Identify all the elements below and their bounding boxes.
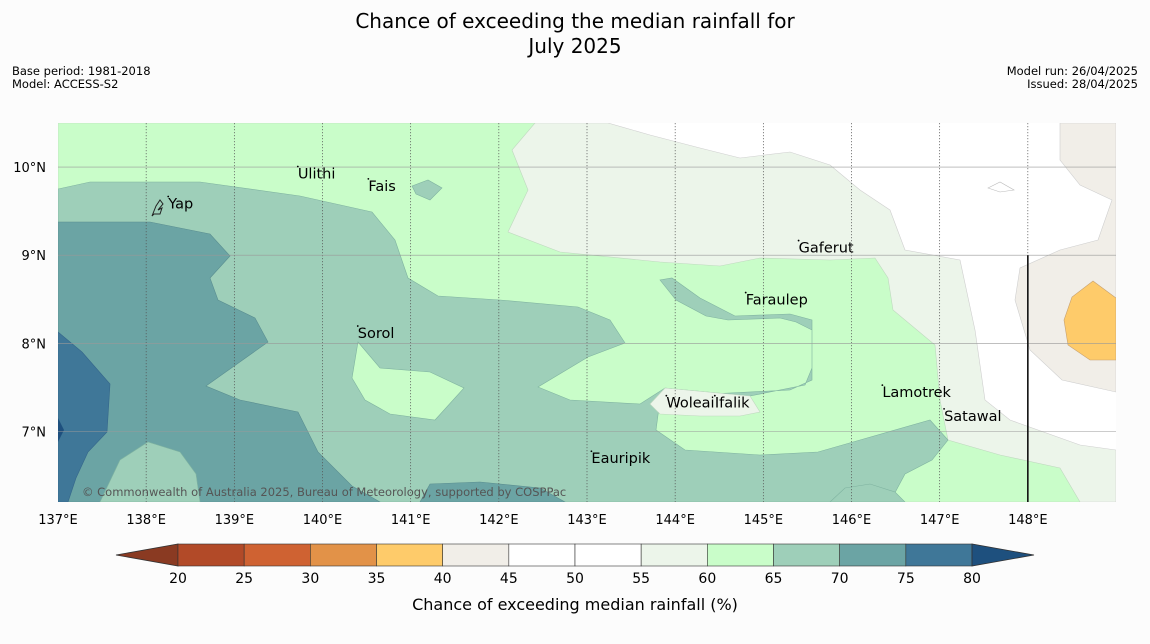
fill-70-75-south [419,481,566,502]
colorbar-extend-low [115,543,179,567]
place-marker [167,195,170,198]
place-marker [943,408,945,410]
colorbar-tick-label: 80 [963,571,981,587]
gridlines [58,123,1116,502]
colorbar-tick-label: 45 [500,571,518,587]
fill-65-70-south [99,441,201,502]
colorbar-tick-label: 25 [235,571,253,587]
place-marker [713,394,716,397]
fill-65-70-east [829,483,906,502]
metadata-right: Model run: 26/04/2025 Issued: 28/04/2025 [1007,65,1138,91]
copyright-text: © Commonwealth of Australia 2025, Bureau… [82,485,566,499]
place-label: Yap [167,196,193,212]
place-label: Satawal [944,409,1001,425]
colorbar-tick-label: 75 [897,571,915,587]
colorbar-swatch [177,543,245,567]
fill-35-40 [1063,280,1116,361]
place-marker [665,394,668,397]
place-label: Ifalik [715,396,750,412]
colorbar-swatch [773,543,840,567]
lon-tick-label: 148°E [1008,513,1048,528]
colorbar-swatch [442,543,510,567]
lat-tick-label: 8°N [22,337,47,352]
colorbar-swatch [508,543,576,567]
colorbar-tick-label: 40 [434,571,452,587]
place-marker [356,325,359,327]
colorbar-tick-label: 50 [566,571,584,587]
base-period: Base period: 1981-2018 [12,64,151,78]
place-marker [590,450,593,453]
colorbar-swatch [574,543,642,567]
place-marker [367,177,370,180]
colorbar-tick-label: 20 [169,571,187,587]
colorbar-title: Chance of exceeding median rainfall (%) [412,595,738,614]
fill-60-65-sorol [351,341,465,421]
colorbar-tick-label: 55 [632,571,650,587]
place-marker [797,239,800,242]
colorbar-swatch [839,543,907,567]
colorbar-tick-label: 35 [368,571,386,587]
fill-70-75 [58,221,381,502]
fill-white-patch [987,181,1015,193]
colorbar-swatch [640,543,708,567]
issued-date: Issued: 28/04/2025 [1027,77,1138,91]
lon-tick-label: 144°E [655,513,695,528]
place-label: Ulithi [298,167,336,183]
place-label: Woleai [666,396,714,412]
lon-tick-label: 138°E [126,513,166,528]
colorbar-tick-label: 70 [831,571,849,587]
longitude-labels: 137°E 138°E 139°E 140°E 141°E 142°E 143°E 144°E… [38,513,1047,528]
model-run-date: Model run: 26/04/2025 [1006,64,1138,78]
colorbar-tick-label: 60 [698,571,716,587]
place-labels: Yap Ulithi Fais Gaferut Faraulep Sorol Woleai I… [167,165,1002,467]
place-label: Fais [368,179,395,195]
metadata-left: Base period: 1981-2018 Model: ACCESS-S2 [12,65,151,91]
lon-tick-label: 147°E [920,513,960,528]
lon-tick-label: 141°E [391,513,431,528]
lon-tick-label: 145°E [744,513,784,528]
lon-tick-label: 137°E [38,513,78,528]
map-title-line2: July 2025 [528,34,622,58]
colorbar-swatch [707,543,774,567]
lon-tick-label: 143°E [567,513,607,528]
lon-tick-label: 139°E [215,513,255,528]
model-name: Model: ACCESS-S2 [12,77,119,91]
yap-island-outline [151,199,164,217]
colorbar-extend-high [971,543,1035,567]
place-label: Sorol [358,326,395,342]
place-label: Gaferut [799,241,854,257]
lon-tick-label: 146°E [832,513,872,528]
colorbar-swatch [905,543,973,567]
colorbar-swatch [376,543,443,567]
colorbar-swatch [243,543,311,567]
colorbar-tick-label: 65 [765,571,783,587]
place-label: Eauripik [591,451,650,467]
lat-tick-label: 10°N [13,161,46,176]
map-frame [58,123,1116,502]
colorbar [115,543,1035,567]
lon-tick-label: 140°E [303,513,343,528]
place-label: Lamotrek [882,385,951,401]
place-marker [296,165,299,168]
place-marker [744,291,747,294]
place-label: Faraulep [746,293,808,309]
latitude-labels: 10°N 9°N 8°N 7°N [13,161,46,440]
fill-55-60-lobe [649,387,761,417]
colorbar-tick-label: 30 [301,571,319,587]
fill-above-80 [58,418,64,442]
map-title: Chance of exceeding the median rainfall … [0,9,1150,59]
map-title-line1: Chance of exceeding the median rainfall … [355,9,795,33]
lon-tick-label: 142°E [479,513,519,528]
place-marker [881,384,884,387]
lat-tick-label: 7°N [22,425,47,440]
lat-tick-label: 9°N [22,249,47,264]
fill-65-70-fais [411,179,443,201]
colorbar-tick-labels: 20 25 30 35 40 45 50 55 60 65 70 75 80 [169,571,981,587]
colorbar-swatch [310,543,377,567]
fill-75-80 [58,331,111,502]
